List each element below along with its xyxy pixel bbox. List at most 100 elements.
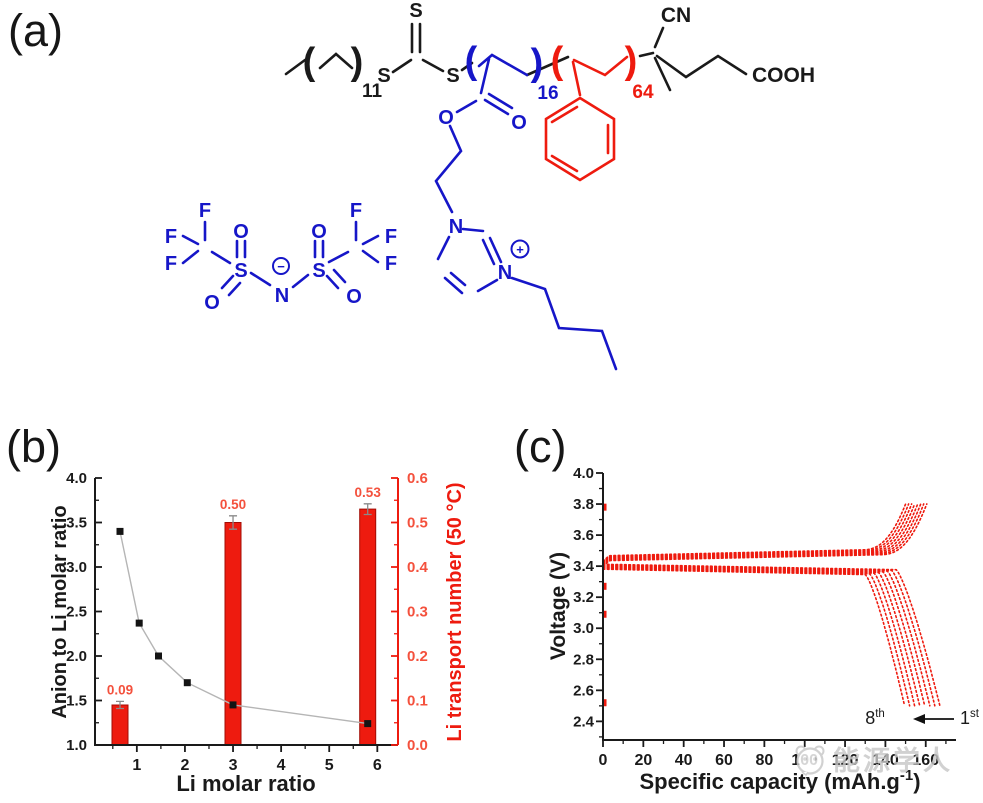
y-right-tick-label: 0.6 — [407, 470, 428, 487]
bond — [284, 52, 354, 76]
x-tick-label: 140 — [872, 752, 899, 769]
styrene-bonds-red — [544, 55, 629, 182]
bond-ring — [476, 278, 499, 293]
axis-spine — [94, 478, 398, 746]
bar-value-label: 0.09 — [107, 682, 133, 697]
bracket-open: ( — [303, 41, 316, 83]
atom-label-f: F — [385, 226, 397, 248]
bar-value-label: 0.53 — [355, 485, 382, 500]
bracket-open: ( — [551, 40, 564, 82]
minus-charge: − — [277, 259, 285, 274]
x-tick-label: 160 — [912, 752, 939, 769]
tfsi-bond — [327, 220, 380, 264]
x-axis-title: Specific capacity (mAh.g-1) — [639, 767, 920, 794]
y-right-tick-label: 0.4 — [407, 559, 429, 576]
stray-mark — [603, 582, 607, 590]
watermark-logo-icon — [795, 745, 825, 776]
y-tick-label: 3.8 — [573, 496, 594, 513]
atom-label-n: N — [449, 216, 463, 238]
annotation-1st: 1st — [960, 708, 980, 728]
y-right-tick-label: 0.0 — [407, 737, 428, 754]
bar — [111, 704, 129, 746]
atom-label-s: S — [446, 65, 459, 87]
chemical-structure: ( ) 11 S S S CN COOH — [165, 0, 815, 371]
y-left-axis-title: Anion to Li molar ratio — [49, 505, 71, 718]
atom-label-f: F — [385, 253, 397, 275]
y-tick-label: 3.0 — [573, 620, 594, 637]
panel-c-label: (c) — [514, 421, 567, 472]
watermark: 能源学人 — [792, 739, 953, 778]
ionic-monomer-labels-blue: ( ) 16 O O N N + − F F F F F F O O O O S… — [165, 40, 559, 314]
x-tick-label: 2 — [180, 757, 189, 774]
atom-label-n: N — [498, 262, 512, 284]
y-tick-label: 4.0 — [573, 465, 594, 482]
bond — [391, 58, 445, 74]
bond — [525, 55, 570, 77]
y-tick-label: 3.6 — [573, 527, 594, 544]
charge-curve — [602, 503, 925, 567]
atom-label-f: F — [165, 253, 177, 275]
y-left-tick-label: 4.0 — [66, 470, 87, 487]
atom-label-o: O — [346, 286, 362, 308]
y-axis-title: Voltage (V) — [547, 552, 570, 660]
atom-label-o: O — [233, 221, 249, 243]
atom-label-s: S — [409, 0, 422, 22]
chart-c-svg: 2.42.62.83.03.23.43.63.84.00204060801001… — [547, 465, 980, 794]
bond-backbone — [572, 55, 629, 77]
y-left-tick-label: 3.5 — [66, 515, 87, 532]
error-bar — [229, 515, 238, 530]
error-bar — [116, 700, 125, 710]
bracket-close: ) — [351, 41, 364, 83]
bond-ring — [461, 227, 485, 233]
stray-mark — [603, 610, 607, 618]
marker-square — [135, 619, 143, 627]
stray-mark — [603, 699, 607, 707]
chart-b-svg: 0.090.500.531.01.52.02.53.03.54.00.00.10… — [49, 470, 466, 796]
atom-label-s: S — [312, 260, 325, 282]
y-tick-label: 3.4 — [573, 558, 595, 575]
bracket-open: ( — [465, 40, 478, 82]
y-right-tick-label: 0.1 — [407, 693, 428, 710]
discharge-curve — [602, 564, 936, 707]
atom-label-o: O — [311, 221, 327, 243]
atom-label-f: F — [350, 200, 362, 222]
y-right-axis-title: Li transport number (50 °C) — [444, 482, 466, 741]
error-bar — [363, 503, 372, 516]
bond-double-co — [483, 92, 514, 116]
bracket-close: ) — [625, 40, 638, 82]
marker-square — [364, 720, 372, 728]
x-tick-label: 3 — [229, 757, 238, 774]
bar-value-label: 0.50 — [220, 497, 246, 512]
atom-label-o: O — [511, 112, 527, 134]
bond-ring-double — [443, 271, 467, 295]
y-tick-label: 3.2 — [573, 589, 594, 606]
stray-mark — [603, 503, 607, 511]
discharge-curve — [602, 567, 916, 707]
y-tick-label: 2.8 — [573, 651, 594, 668]
discharge-curve — [602, 568, 906, 707]
x-tick-label: 20 — [634, 752, 652, 769]
tfsi-bond-double — [220, 239, 247, 297]
bar — [359, 508, 377, 746]
marker-square — [155, 652, 162, 660]
bond — [638, 51, 655, 58]
x-tick-label: 1 — [132, 757, 141, 774]
x-tick-label: 4 — [277, 757, 286, 774]
atom-label-s: S — [234, 260, 247, 282]
atom-label-f: F — [199, 200, 211, 222]
bond-butyl — [510, 276, 618, 371]
charge-curve — [602, 503, 916, 565]
x-tick-label: 60 — [715, 752, 733, 769]
raft-labels-black: ( ) 11 S S S CN COOH — [303, 0, 815, 102]
discharge-curve — [602, 567, 911, 707]
bond-backbone — [477, 53, 529, 77]
repeat-count-64: 64 — [632, 82, 654, 103]
bond-double-cs — [410, 22, 422, 54]
tfsi-bond — [181, 220, 232, 265]
x-tick-label: 120 — [832, 752, 859, 769]
bar — [224, 522, 242, 746]
atom-label-n: N — [275, 285, 289, 307]
panel-b-label: (b) — [6, 421, 61, 472]
discharge-curve — [602, 564, 931, 707]
bond-cn — [653, 26, 665, 49]
